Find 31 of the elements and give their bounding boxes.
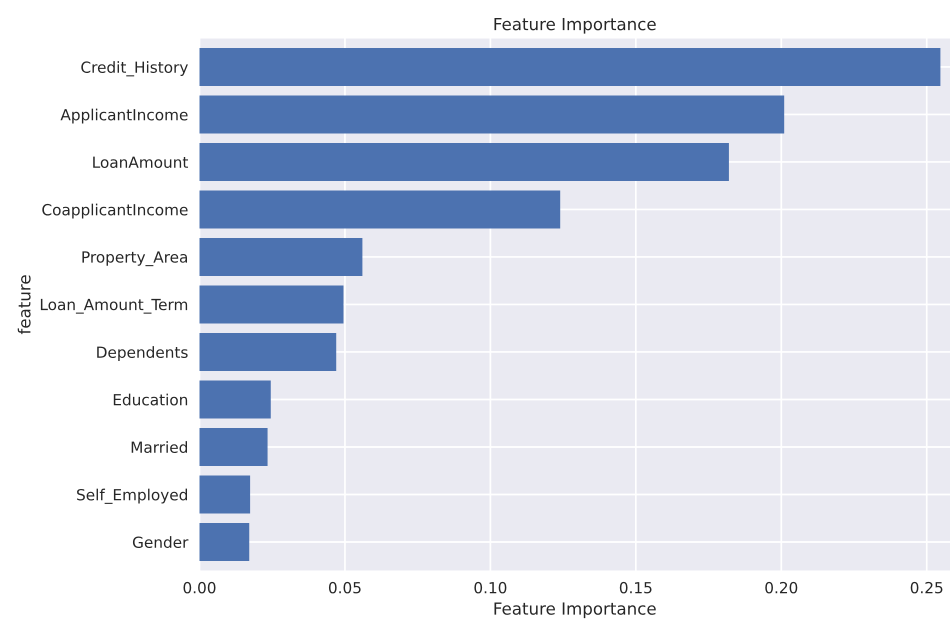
y-tick-label: Dependents bbox=[97, 346, 188, 361]
bar bbox=[200, 285, 344, 324]
y-tick-label: CoapplicantIncome bbox=[42, 204, 188, 218]
x-tick-label: 0.00 bbox=[184, 582, 216, 594]
y-tick-label: LoanAmount bbox=[93, 156, 188, 168]
bar bbox=[200, 190, 560, 228]
bar bbox=[200, 380, 271, 418]
x-tick-label: 0.05 bbox=[328, 582, 361, 594]
x-axis-title: Feature Importance bbox=[494, 602, 656, 618]
bar bbox=[200, 142, 729, 181]
y-tick-label: Married bbox=[132, 441, 187, 454]
bar bbox=[200, 48, 940, 86]
y-tick-label: ApplicantIncome bbox=[60, 108, 188, 124]
x-tick-label: 0.20 bbox=[765, 582, 798, 594]
y-tick-label: Self_Employed bbox=[77, 488, 187, 504]
x-tick-label: 0.15 bbox=[620, 582, 652, 594]
y-tick-label: Credit_History bbox=[81, 61, 188, 76]
bar bbox=[200, 238, 362, 276]
bar bbox=[200, 522, 250, 561]
y-axis-title: feature bbox=[18, 275, 31, 334]
bar bbox=[200, 95, 784, 134]
x-tick-label: 0.10 bbox=[474, 582, 506, 594]
y-tick-label: Property_Area bbox=[82, 251, 187, 266]
bar bbox=[200, 428, 268, 466]
chart-title: Feature Importance bbox=[494, 18, 656, 34]
bar bbox=[200, 332, 336, 371]
bar bbox=[200, 475, 250, 514]
x-tick-label: 0.25 bbox=[910, 582, 942, 594]
y-tick-label: Loan_Amount_Term bbox=[40, 298, 188, 314]
y-tick-label: Gender bbox=[132, 536, 188, 548]
y-tick-label: Education bbox=[114, 394, 188, 406]
